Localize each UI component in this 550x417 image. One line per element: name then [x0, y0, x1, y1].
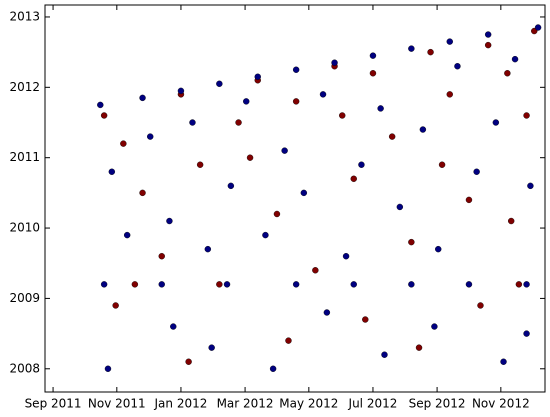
point: [216, 281, 223, 288]
point: [427, 48, 434, 56]
y-tick-label: 2011: [9, 150, 40, 164]
y-tick-label: 2008: [9, 361, 40, 375]
point: [523, 281, 530, 288]
x-tick-label: Sep 2012: [409, 397, 466, 411]
point: [97, 101, 104, 109]
y-tick-label: 2013: [9, 9, 40, 23]
point: [504, 70, 511, 77]
point: [100, 281, 108, 288]
point: [473, 168, 480, 175]
point: [477, 302, 484, 309]
point: [223, 281, 231, 288]
point: [515, 281, 523, 288]
point: [369, 70, 377, 77]
point: [208, 344, 215, 351]
point: [243, 98, 250, 105]
point: [292, 281, 300, 288]
x-tick-label: Mar 2012: [217, 397, 274, 411]
point: [396, 203, 404, 211]
point: [312, 267, 319, 274]
point: [484, 31, 492, 38]
point: [331, 59, 338, 66]
point: [534, 24, 542, 31]
point: [408, 281, 415, 288]
point: [484, 41, 492, 49]
point: [339, 112, 346, 119]
point: [377, 105, 384, 112]
point: [465, 281, 473, 288]
x-tick-label: Nov 2011: [88, 397, 146, 411]
x-tick-label: Jan 2012: [154, 397, 208, 411]
point: [158, 252, 165, 260]
point: [508, 217, 515, 225]
point: [285, 337, 292, 344]
point: [342, 252, 350, 260]
point: [177, 87, 185, 95]
point: [216, 80, 223, 88]
point: [166, 217, 173, 225]
point: [300, 189, 308, 197]
point: [120, 140, 127, 147]
point: [362, 316, 369, 323]
point: [369, 52, 377, 59]
point: [408, 238, 415, 246]
point: [131, 281, 139, 288]
point: [262, 231, 269, 239]
y-tick-label: 2009: [9, 291, 40, 305]
point: [523, 112, 530, 119]
point: [292, 66, 300, 73]
point: [196, 161, 204, 168]
point: [235, 119, 242, 126]
point: [100, 112, 108, 119]
x-tick-label: Jul 2012: [348, 397, 398, 411]
point: [446, 38, 453, 45]
point: [511, 55, 519, 63]
point: [431, 323, 438, 330]
point: [189, 119, 196, 126]
point: [527, 182, 534, 190]
point: [170, 323, 177, 330]
point: [381, 351, 388, 358]
point: [319, 91, 327, 98]
x-tick-label: Nov 2012: [472, 397, 530, 411]
point: [273, 210, 281, 218]
point: [139, 94, 146, 102]
point: [523, 330, 530, 337]
point: [350, 175, 357, 182]
point: [465, 196, 473, 204]
x-tick-label: May 2012: [279, 397, 338, 411]
point: [104, 365, 112, 372]
point: [185, 358, 192, 365]
point: [454, 63, 461, 70]
point: [204, 245, 212, 253]
point: [446, 91, 453, 98]
point: [358, 161, 365, 168]
point: [281, 147, 288, 154]
point: [492, 119, 500, 126]
point: [147, 133, 154, 140]
x-tick-label: Sep 2011: [25, 397, 82, 411]
point: [269, 365, 277, 372]
point: [292, 98, 300, 105]
point: [108, 168, 116, 175]
point: [323, 309, 331, 316]
point: [123, 231, 131, 239]
point: [388, 133, 396, 140]
point: [246, 154, 254, 161]
point: [500, 358, 507, 365]
point: [419, 126, 427, 133]
point: [139, 189, 146, 197]
point: [408, 45, 415, 52]
point: [227, 182, 235, 190]
point: [254, 73, 261, 80]
point: [112, 302, 119, 309]
point: [435, 245, 442, 253]
point: [350, 281, 357, 288]
y-tick-label: 2012: [9, 80, 40, 94]
point: [158, 281, 165, 288]
y-tick-label: 2010: [9, 221, 40, 235]
point: [438, 161, 446, 168]
point: [415, 344, 423, 351]
